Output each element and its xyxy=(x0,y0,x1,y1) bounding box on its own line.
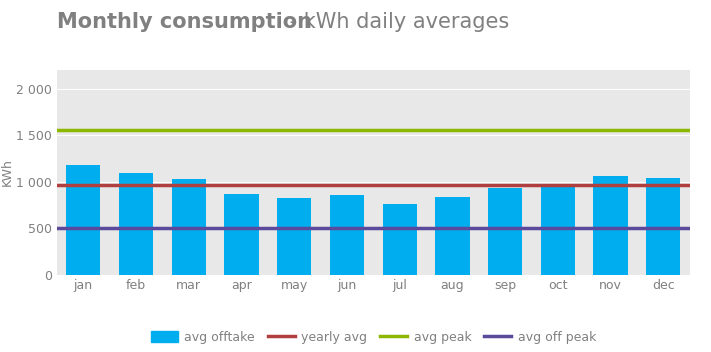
Bar xyxy=(277,199,311,275)
Text: - kWh daily averages: - kWh daily averages xyxy=(283,12,510,32)
Bar xyxy=(119,174,153,275)
Text: Monthly consumption: Monthly consumption xyxy=(57,12,312,32)
Bar xyxy=(594,176,628,275)
Bar xyxy=(646,178,680,275)
Bar xyxy=(171,180,206,275)
Y-axis label: KWh: KWh xyxy=(1,158,14,187)
Bar xyxy=(66,165,100,275)
Bar xyxy=(540,187,575,275)
Bar xyxy=(224,194,259,275)
Legend: avg offtake, yearly avg, avg peak, avg off peak: avg offtake, yearly avg, avg peak, avg o… xyxy=(146,326,601,349)
Bar xyxy=(488,188,523,275)
Bar xyxy=(330,195,364,275)
Bar xyxy=(435,197,469,275)
Bar xyxy=(383,204,417,275)
